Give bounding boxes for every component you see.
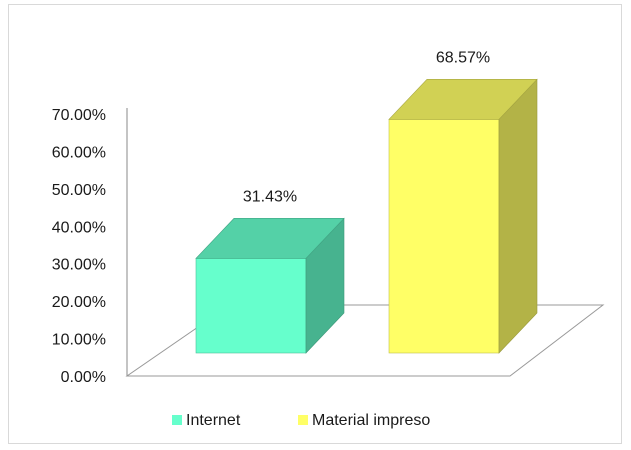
bar-front-face [195, 258, 307, 354]
legend-label: Internet [186, 412, 241, 429]
bar-top-face [195, 218, 345, 259]
bar-material-impreso [388, 78, 538, 354]
legend-item: Material impreso [298, 412, 430, 429]
legend-label: Material impreso [312, 412, 430, 429]
y-tick-label: 30.00% [52, 257, 106, 274]
y-tick-label: 70.00% [52, 107, 106, 124]
y-tick-label: 0.00% [61, 369, 106, 386]
bar-top-face [388, 79, 538, 120]
chart-frame [8, 4, 622, 444]
bar-side-face [498, 78, 538, 354]
data-label: 31.43% [243, 188, 297, 205]
y-tick-label: 20.00% [52, 294, 106, 311]
legend-swatch [172, 415, 182, 425]
y-tick-label: 10.00% [52, 332, 106, 349]
data-labels-layer: 31.43% 68.57% [243, 49, 490, 205]
bars-layer [195, 78, 538, 354]
y-tick-label: 40.00% [52, 219, 106, 236]
legend-item: Internet [172, 412, 241, 429]
bar-front-face [388, 119, 500, 354]
data-label: 68.57% [436, 49, 490, 66]
legend-swatch [298, 415, 308, 425]
y-tick-label: 60.00% [52, 144, 106, 161]
legend: Internet Material impreso [172, 412, 430, 429]
axis-layer: 0.00% 10.00% 20.00% 30.00% 40.00% 50.00% 60.00… [52, 107, 128, 386]
y-tick-label: 50.00% [52, 182, 106, 199]
bar-internet [195, 217, 345, 354]
